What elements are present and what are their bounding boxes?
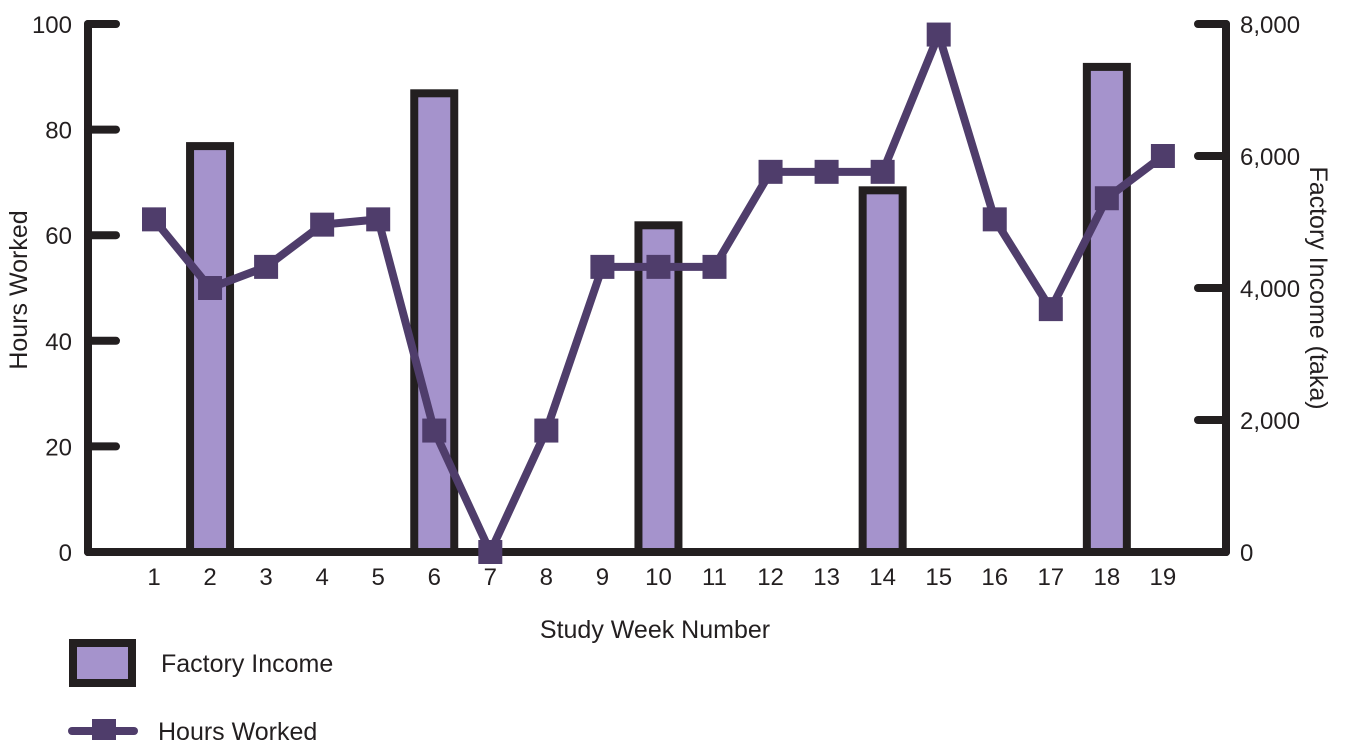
hours-point-week-7: [478, 540, 503, 564]
ticks-layer: [84, 20, 1230, 556]
legend-marker-hours-worked: [92, 719, 116, 740]
left-y-tick-label: 80: [45, 118, 72, 145]
hours-point-week-6: [422, 418, 447, 443]
x-tick-label: 7: [484, 564, 497, 591]
right-y-tick-label: 4,000: [1240, 276, 1300, 303]
x-tick-label: 13: [813, 564, 840, 591]
x-tick-label: 9: [596, 564, 609, 591]
x-tick-label: 3: [259, 564, 272, 591]
x-tick-label: 8: [540, 564, 553, 591]
hours-point-week-10: [646, 254, 671, 279]
hours-point-week-11: [702, 254, 727, 279]
bar-week-14: [858, 186, 907, 556]
hours-point-week-19: [1150, 144, 1175, 168]
x-tick-label: 11: [702, 564, 727, 591]
legend-label-factory-income: Factory Income: [161, 650, 333, 678]
bars-layer: [186, 62, 1131, 557]
hours-point-week-2: [198, 276, 223, 300]
hours-point-week-9: [590, 254, 615, 279]
x-tick-label: 10: [645, 564, 672, 591]
bar-week-18: [1082, 62, 1131, 557]
x-tick-label: 17: [1037, 564, 1064, 591]
legend-swatch-factory-income: [69, 639, 136, 687]
hours-point-week-15: [926, 22, 951, 47]
x-tick-label: 18: [1093, 564, 1120, 591]
left-y-axis-title: Hours Worked: [5, 210, 33, 369]
hours-point-week-5: [366, 207, 391, 232]
right-y-axis-title: Factory Income (taka): [1304, 166, 1332, 409]
hours-point-week-12: [758, 159, 783, 184]
left-y-tick-label: 40: [45, 329, 72, 356]
right-y-tick-label: 0: [1240, 540, 1253, 567]
hours-point-week-3: [254, 254, 279, 279]
x-tick-label: 19: [1150, 564, 1177, 591]
hours-point-week-4: [310, 212, 335, 237]
left-y-tick-label: 100: [32, 12, 72, 39]
hours-point-week-17: [1038, 297, 1063, 322]
x-tick-label: 5: [372, 564, 385, 591]
x-tick-label: 14: [869, 564, 896, 591]
x-tick-label: 4: [315, 564, 328, 591]
x-axis-title: Study Week Number: [540, 616, 770, 644]
left-y-tick-label: 20: [45, 434, 72, 461]
legend: Factory Income Hours Worked: [68, 639, 333, 740]
hours-point-week-8: [534, 418, 559, 443]
x-tick-label: 12: [757, 564, 784, 591]
right-y-tick-label: 8,000: [1240, 12, 1300, 39]
x-tick-label: 1: [147, 564, 160, 591]
bar-week-6: [410, 89, 459, 557]
x-tick-label: 16: [981, 564, 1008, 591]
legend-label-hours-worked: Hours Worked: [158, 718, 317, 740]
left-y-tick-label: 0: [59, 540, 72, 567]
hours-point-week-16: [982, 207, 1007, 232]
line-layer: [142, 22, 1175, 564]
hours-point-week-1: [142, 207, 166, 232]
right-y-tick-label: 6,000: [1240, 144, 1300, 171]
hours-point-week-18: [1094, 186, 1119, 211]
bar-week-2: [186, 142, 235, 556]
right-y-tick-label: 2,000: [1240, 408, 1300, 435]
x-tick-label: 2: [203, 564, 216, 591]
hours-point-week-14: [870, 159, 895, 184]
left-y-tick-label: 60: [45, 223, 72, 250]
x-tick-label: 15: [925, 564, 952, 591]
x-tick-label: 6: [428, 564, 441, 591]
hours-point-week-13: [814, 159, 839, 184]
